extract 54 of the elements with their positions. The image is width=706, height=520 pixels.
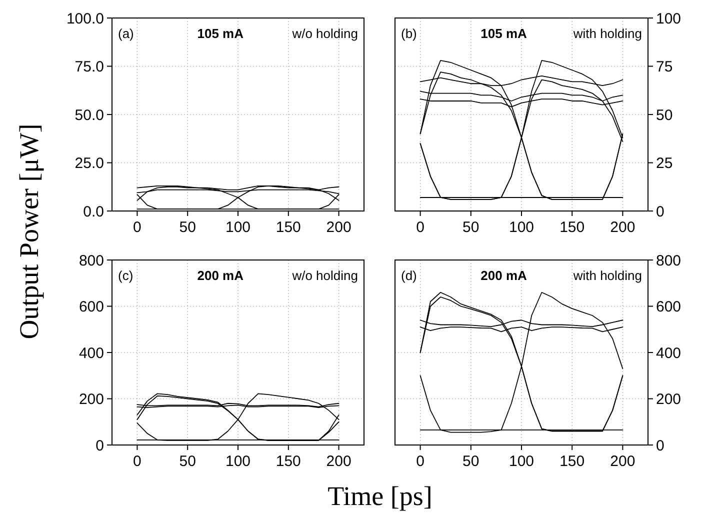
annotation: (a) [118,26,134,41]
annotation: 200 mA [197,268,244,283]
x-tick-label: 200 [326,453,352,470]
y-tick-label: 600 [78,298,104,316]
y2-tick-label: 50 [656,106,673,124]
y-tick-label: 0 [96,437,104,454]
annotation: w/o holding [291,26,358,41]
x-tick-label: 100 [508,453,534,470]
y-tick-label: 100.0 [66,10,104,28]
y-tick-label: 0.0 [83,203,104,220]
y2-tick-label: 400 [656,344,682,362]
x-tick-label: 150 [276,219,301,236]
x-tick-label: 50 [462,453,480,470]
annotation: with holding [572,268,642,283]
x-tick-label: 100 [225,219,251,236]
y-tick-label: 25.0 [74,155,104,172]
annotation: 105 mA [480,26,528,41]
y2-tick-label: 200 [656,391,682,408]
x-tick-label: 200 [326,219,352,236]
x-tick-label: 50 [179,219,196,236]
x-tick-label: 150 [560,219,585,236]
annotation: with holding [572,26,642,41]
x-tick-label: 50 [179,453,196,470]
x-tick-label: 200 [610,453,636,470]
annotation: w/o holding [291,268,358,283]
x-tick-label: 50 [462,219,480,236]
x-tick-label: 100 [225,453,251,470]
x-tick-label: 200 [610,219,636,236]
y2-tick-label: 800 [656,252,682,270]
annotation: (b) [401,26,417,41]
y-tick-label: 75.0 [74,58,104,76]
y-tick-label: 200 [78,391,104,408]
y2-tick-label: 0 [656,437,664,454]
y2-tick-label: 75 [656,58,673,76]
annotation: 105 mA [197,26,244,41]
x-tick-label: 150 [560,453,585,470]
annotation: (c) [118,268,134,283]
x-tick-label: 0 [416,219,424,236]
annotation: (d) [401,268,417,283]
annotation: 200 mA [480,268,528,283]
x-tick-label: 100 [508,219,534,236]
y-tick-label: 800 [78,252,104,270]
x-tick-label: 0 [416,453,424,470]
y-tick-label: 50.0 [74,106,104,124]
x-axis-title: Time [ps] [328,481,432,511]
y2-tick-label: 0 [656,203,664,220]
y2-tick-label: 600 [656,298,682,316]
x-tick-label: 0 [133,219,142,236]
y2-tick-label: 25 [656,155,673,172]
y-tick-label: 400 [78,344,104,362]
y-axis-title: Output Power [μW] [14,124,44,340]
x-tick-label: 150 [276,453,301,470]
y2-tick-label: 100 [656,10,682,28]
x-tick-label: 0 [133,453,142,470]
